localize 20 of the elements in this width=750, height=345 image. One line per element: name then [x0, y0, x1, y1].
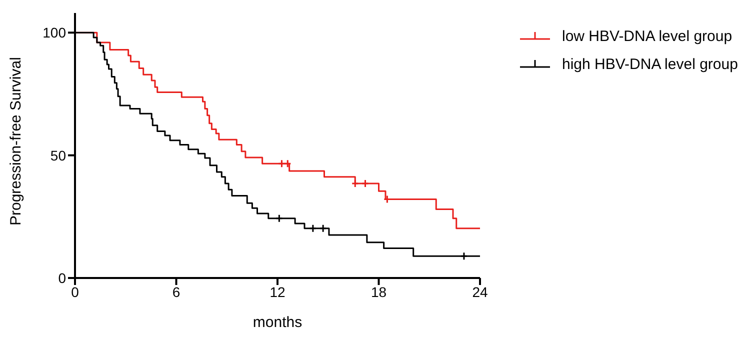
point [278, 159, 286, 168]
x-tick-label: 6 [172, 284, 180, 300]
y-tick-label: 50 [50, 147, 66, 164]
legend-label: low HBV-DNA level group [562, 28, 732, 44]
y-axis-title: Progression-free Survival [7, 57, 24, 226]
point [275, 214, 283, 223]
point [284, 159, 292, 168]
point [319, 224, 327, 233]
point [351, 179, 359, 188]
x-tick-label: 24 [472, 284, 488, 300]
y-tick-label: 0 [58, 270, 66, 286]
point [362, 179, 369, 188]
x-tick-label: 12 [270, 284, 286, 300]
point [309, 224, 317, 233]
x-tick-label: 0 [71, 284, 80, 300]
legend-label: high HBV-DNA level group [562, 56, 738, 72]
x-axis-title: months [252, 314, 302, 331]
point [460, 252, 468, 260]
x-tick-label: 18 [370, 284, 387, 300]
y-tick-label: 100 [42, 24, 66, 41]
